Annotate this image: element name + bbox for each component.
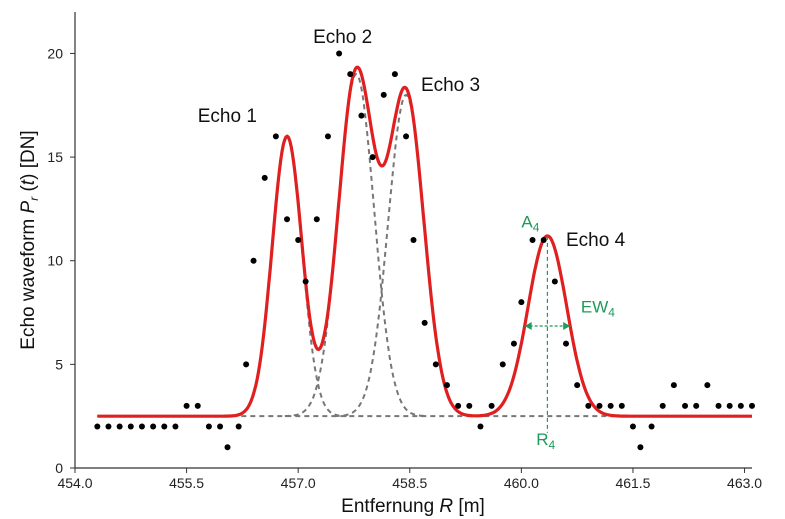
- sample-point: [183, 402, 190, 409]
- sample-point: [391, 71, 398, 78]
- sample-point: [250, 257, 257, 264]
- sample-point: [443, 382, 450, 389]
- sample-point: [596, 402, 603, 409]
- sample-point: [499, 361, 506, 368]
- sample-point: [302, 278, 309, 285]
- sample-point: [284, 216, 291, 223]
- sample-point: [551, 278, 558, 285]
- sample-point: [94, 423, 101, 430]
- sample-point: [194, 402, 201, 409]
- y-tick-label: 20: [47, 45, 63, 61]
- sample-point: [272, 133, 279, 140]
- echo-4-amplitude-label: A4: [521, 213, 539, 235]
- sample-point: [477, 423, 484, 430]
- sample-point: [295, 237, 302, 243]
- y-tick-label: 0: [55, 460, 63, 476]
- sample-points: [94, 50, 755, 451]
- x-tick-label: 460.0: [504, 475, 539, 491]
- sample-point: [358, 112, 365, 119]
- sample-point: [529, 237, 536, 243]
- sample-point: [629, 423, 636, 430]
- sample-point: [410, 237, 417, 243]
- x-axis-title: Entfernung R [m]: [341, 496, 485, 517]
- ticks: 454.0 455.5 457.0 458.5 460.0 461.5 463.0 0 5 10 1…: [47, 45, 762, 491]
- sample-point: [466, 402, 473, 409]
- x-tick-label: 454.0: [57, 475, 92, 491]
- gaussian-component: [334, 93, 478, 418]
- sample-point: [749, 402, 755, 409]
- sample-point: [682, 402, 689, 409]
- sample-point: [105, 423, 112, 430]
- sample-point: [659, 402, 666, 409]
- sample-point: [150, 423, 157, 430]
- sample-point: [369, 154, 376, 161]
- sample-point: [540, 237, 547, 243]
- x-tick-label: 457.0: [281, 475, 316, 491]
- sample-point: [127, 423, 134, 430]
- echo-4-width-arrow-right: [563, 322, 571, 331]
- echo-4-label: Echo 4: [566, 230, 626, 251]
- sample-point: [161, 423, 168, 430]
- sample-point: [235, 423, 242, 430]
- axes: [74, 12, 752, 469]
- sample-point: [518, 299, 525, 306]
- sample-point: [648, 423, 655, 430]
- sample-point: [563, 340, 570, 347]
- sample-point: [455, 402, 462, 409]
- sample-point: [704, 382, 711, 389]
- sample-point: [347, 71, 354, 78]
- sample-point: [715, 402, 722, 409]
- sample-point: [637, 444, 644, 451]
- echo-4-width-label: EW4: [581, 298, 615, 320]
- sample-point: [313, 216, 320, 223]
- y-tick-label: 5: [55, 356, 63, 372]
- sample-point: [670, 382, 677, 389]
- x-tick-label: 461.5: [615, 475, 650, 491]
- sample-point: [693, 402, 700, 409]
- fit-curve: [97, 65, 753, 418]
- echo-4-width-arrow-left: [524, 322, 532, 331]
- sample-point: [324, 133, 331, 140]
- echo-labels: Echo 1 Echo 2 Echo 3 Echo 4: [198, 27, 626, 251]
- sample-point: [172, 423, 179, 430]
- sample-point: [243, 361, 250, 368]
- echo-4-range-label: R4: [536, 430, 555, 452]
- sample-point: [217, 423, 224, 430]
- echo-2-label: Echo 2: [313, 27, 372, 48]
- sample-point: [205, 423, 212, 430]
- sample-point: [737, 402, 744, 409]
- sample-point: [421, 319, 428, 326]
- y-tick-label: 10: [47, 253, 63, 269]
- sample-point: [138, 423, 145, 430]
- y-tick-label: 15: [47, 149, 63, 165]
- echo-1-label: Echo 1: [198, 106, 257, 127]
- sample-point: [618, 402, 625, 409]
- sample-point: [488, 402, 495, 409]
- x-tick-label: 455.5: [169, 475, 204, 491]
- sample-point: [432, 361, 439, 368]
- gaussian-component: [227, 135, 347, 418]
- sample-point: [224, 444, 231, 451]
- fitted-waveform: [97, 65, 753, 418]
- sample-point: [336, 50, 343, 57]
- sample-point: [261, 174, 268, 181]
- sample-point: [116, 423, 123, 430]
- sample-point: [574, 382, 581, 389]
- sample-point: [607, 402, 614, 409]
- sample-point: [585, 402, 592, 409]
- x-tick-label: 463.0: [727, 475, 762, 491]
- echo-4-annotations: A4 EW4 R4: [521, 213, 615, 453]
- gaussian-component: [284, 73, 428, 418]
- y-axis-title: Echo waveform Pr (t) [DN]: [18, 130, 41, 349]
- sample-point: [403, 133, 410, 140]
- sample-point: [726, 402, 733, 409]
- sample-point: [380, 91, 387, 98]
- x-tick-label: 458.5: [392, 475, 427, 491]
- echo-3-label: Echo 3: [421, 75, 480, 96]
- sample-point: [510, 340, 517, 347]
